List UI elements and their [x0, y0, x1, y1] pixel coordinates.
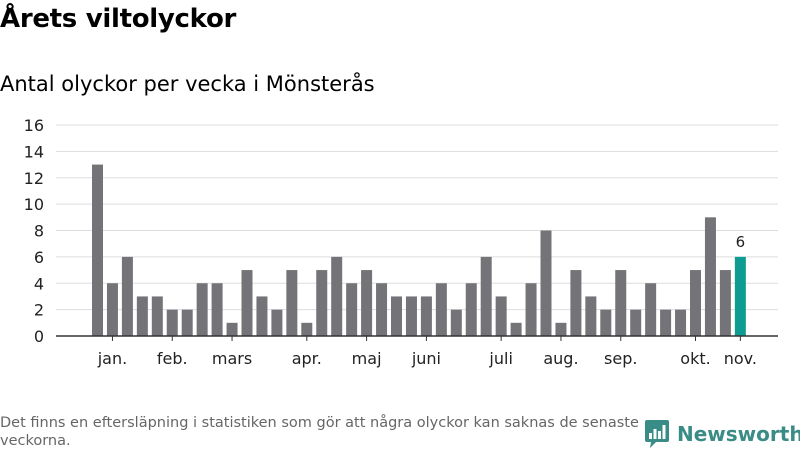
bar	[226, 322, 238, 336]
bar	[525, 283, 537, 336]
y-tick-label: 10	[24, 195, 44, 214]
bar	[645, 283, 657, 336]
bar	[510, 322, 522, 336]
bar	[615, 270, 627, 336]
y-tick-label: 4	[34, 274, 44, 293]
bar	[540, 230, 552, 336]
bar	[316, 270, 328, 336]
brand-name: Newsworthy	[677, 422, 800, 446]
bar	[570, 270, 582, 336]
bar-chart-logo-icon	[645, 420, 669, 448]
bar	[271, 309, 283, 336]
bar	[211, 283, 223, 336]
x-tick-label: apr.	[292, 349, 322, 368]
bar	[480, 256, 492, 336]
bar	[690, 270, 701, 336]
x-tick-label: nov.	[724, 349, 757, 368]
x-tick-label: jan.	[97, 349, 127, 368]
bar	[346, 283, 358, 336]
bar	[92, 164, 103, 336]
bar	[331, 256, 343, 336]
bar	[391, 296, 402, 336]
y-tick-label: 8	[34, 222, 44, 241]
bar	[495, 296, 507, 336]
y-tick-label: 14	[24, 142, 44, 161]
x-tick-label: mars	[212, 349, 252, 368]
bar	[719, 270, 731, 336]
bar-highlight	[734, 256, 746, 336]
x-tick-label: okt.	[680, 349, 710, 368]
bar	[376, 283, 388, 336]
bar	[600, 309, 612, 336]
bar	[704, 217, 716, 336]
newsworthy-logo: Newsworthy	[644, 419, 800, 449]
bar	[450, 309, 462, 336]
bar	[256, 296, 268, 336]
y-tick-label: 6	[34, 248, 44, 267]
bar	[435, 283, 447, 336]
x-tick-label: feb.	[157, 349, 188, 368]
x-tick-label: sep.	[604, 349, 637, 368]
bar	[301, 322, 313, 336]
bar	[585, 296, 597, 336]
highlight-value-label: 6	[736, 233, 746, 251]
bar	[241, 270, 253, 336]
bar	[660, 309, 672, 336]
bar	[555, 322, 567, 336]
x-tick-label: maj	[352, 349, 382, 368]
x-tick-label: aug.	[543, 349, 578, 368]
y-tick-label: 16	[24, 116, 44, 135]
x-tick-label: juni	[411, 349, 441, 368]
footnote: Det finns en eftersläpning i statistiken…	[0, 415, 639, 449]
bar	[675, 309, 687, 336]
y-tick-label: 0	[34, 327, 44, 346]
bar	[630, 309, 642, 336]
y-tick-label: 12	[24, 169, 44, 188]
chart-title: Årets viltolyckor	[0, 4, 237, 34]
bar	[405, 296, 417, 336]
bar	[166, 309, 178, 336]
bar	[361, 270, 373, 336]
x-tick-label: juli	[488, 349, 512, 368]
bar	[196, 283, 208, 336]
bar	[181, 309, 193, 336]
chart-subtitle: Antal olyckor per vecka i Mönsterås	[0, 72, 375, 96]
bar	[121, 256, 133, 336]
bar	[286, 270, 298, 336]
bar	[465, 283, 477, 336]
bar-chart: 0 2 4 6 8 10 12 14 16 jan. feb. mars apr. maj juni juli…	[24, 116, 778, 368]
bar	[420, 296, 432, 336]
y-tick-label: 2	[34, 301, 44, 320]
bar	[151, 296, 163, 336]
bar	[106, 283, 118, 336]
bar	[136, 296, 148, 336]
